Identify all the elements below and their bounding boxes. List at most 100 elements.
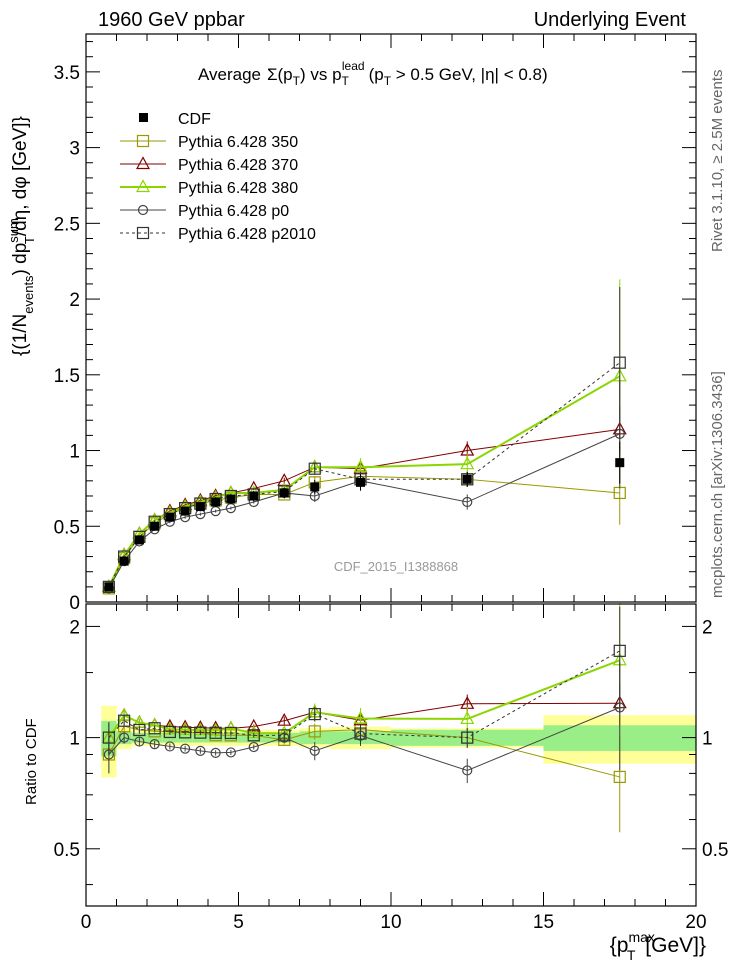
ratio-point-pythia-6-428-p0 xyxy=(225,747,236,758)
y-tick-label: 1 xyxy=(69,442,80,463)
ratio-stat-band xyxy=(147,732,163,743)
ratio-stat-band xyxy=(208,732,224,743)
data-point-pythia-6-428-380 xyxy=(353,459,368,473)
ratio-point-pythia-6-428-p2010 xyxy=(209,726,222,739)
ratio-stat-band xyxy=(223,732,239,743)
y-tick-label: 0.5 xyxy=(54,517,80,538)
ratio-point-pythia-6-428-p0 xyxy=(134,736,145,747)
cdf-data-point xyxy=(134,535,144,545)
ratio-plot-series xyxy=(101,602,627,833)
cdf-data-point xyxy=(180,506,190,516)
ratio-point-pythia-6-428-p2010 xyxy=(278,729,291,742)
ratio-point-pythia-6-428-p2010 xyxy=(133,723,146,737)
axes: 0 5 10 15 20 0 0.5 1 1.5 2 2.5 3 3.5 0.5 0.5 1 1 2 2 xyxy=(54,34,728,933)
ratio-y-tick-label-right: 0.5 xyxy=(702,840,728,861)
legend-marker-pythia-6-428-p2010 xyxy=(136,226,150,240)
ratio-y-axis-label: Ratio to CDF xyxy=(23,718,40,805)
ratio-point-pythia-6-428-p0 xyxy=(180,743,191,754)
legend-label-pythia-6-428-380: Pythia 6.428 380 xyxy=(178,180,298,197)
legend-marker-pythia-6-428-380 xyxy=(135,179,151,193)
legend-label-pythia-6-428-p0: Pythia 6.428 p0 xyxy=(178,203,289,220)
header-right: Underlying Event xyxy=(534,9,687,31)
x-tick-label: 0 xyxy=(81,912,92,933)
ratio-point-pythia-6-428-p2010 xyxy=(118,714,131,727)
ratio-point-pythia-6-428-p2010 xyxy=(224,726,237,740)
ratio-y-tick-label: 2 xyxy=(69,617,80,638)
ratio-point-pythia-6-428-p2010 xyxy=(354,727,367,740)
header-left: 1960 GeV ppbar xyxy=(98,9,245,31)
legend-label-pythia-6-428-370: Pythia 6.428 370 xyxy=(178,157,298,174)
cdf-data-point xyxy=(226,494,236,504)
ratio-point-pythia-6-428-380 xyxy=(353,710,368,724)
mcplots-label: mcplots.cern.ch [arXiv:1306.3436] xyxy=(709,371,726,598)
ratio-point-pythia-6-428-p0 xyxy=(462,765,473,776)
ratio-point-pythia-6-428-350 xyxy=(613,770,626,784)
y-tick-label: 1.5 xyxy=(54,366,80,387)
ratio-y-tick-label: 1 xyxy=(69,729,80,750)
data-point-pythia-6-428-p2010 xyxy=(102,580,115,593)
y-tick-label: 3 xyxy=(69,139,80,160)
cdf-data-point xyxy=(249,491,259,501)
data-point-pythia-6-428-p2010 xyxy=(613,356,626,369)
x-axis-label: {pmax T [GeV]} xyxy=(610,929,706,963)
cdf-data-point xyxy=(356,477,365,487)
ratio-point-pythia-6-428-p2010 xyxy=(461,731,474,744)
ratio-point-pythia-6-428-p2010 xyxy=(247,729,260,742)
legend-label-cdf: CDF xyxy=(178,111,211,128)
cdf-data-point xyxy=(119,556,129,566)
data-point-pythia-6-428-380 xyxy=(460,456,475,470)
ratio-point-pythia-6-428-p0 xyxy=(164,741,175,752)
ratio-point-pythia-6-428-350 xyxy=(308,725,321,738)
cdf-data-point xyxy=(462,474,472,484)
cdf-data-point xyxy=(310,482,320,492)
y-tick-label: 0 xyxy=(69,593,80,614)
legend-marker-pythia-6-428-350 xyxy=(136,134,150,148)
data-point-pythia-6-428-370 xyxy=(277,473,292,486)
ratio-point-pythia-6-428-p2010 xyxy=(163,725,176,739)
ratio-point-pythia-6-428-p0 xyxy=(119,732,130,743)
legend-label-pythia-6-428-p2010: Pythia 6.428 p2010 xyxy=(178,226,316,243)
cdf-data-point xyxy=(279,488,289,498)
cdf-data-point xyxy=(104,582,114,592)
ratio-error-bands xyxy=(101,705,696,778)
ratio-point-pythia-6-428-370 xyxy=(277,712,292,726)
legend-label-pythia-6-428-350: Pythia 6.428 350 xyxy=(178,134,298,151)
ratio-point-pythia-6-428-p0 xyxy=(149,739,160,750)
x-tick-label: 20 xyxy=(685,912,706,933)
ratio-point-pythia-6-428-380 xyxy=(460,711,475,725)
ratio-point-pythia-6-428-p2010 xyxy=(194,726,207,739)
ratio-point-pythia-6-428-p2010 xyxy=(102,731,115,744)
ratio-point-pythia-6-428-p0 xyxy=(195,745,206,756)
ratio-point-pythia-6-428-p0 xyxy=(248,741,259,753)
ratio-point-pythia-6-428-p2010 xyxy=(308,707,321,721)
main-plot-frame xyxy=(85,33,697,603)
main-y-axis-label: {(1/Nevents) dpsumT/dη, dφ [GeV]} xyxy=(6,116,37,356)
legend-marker-pythia-6-428-370 xyxy=(135,156,151,170)
main-plot-series xyxy=(101,279,627,595)
x-tick-label: 10 xyxy=(380,912,401,933)
ratio-point-pythia-6-428-p2010 xyxy=(148,722,161,735)
cdf-data-point xyxy=(150,521,160,531)
cdf-data-point xyxy=(211,497,221,507)
ratio-y-tick-label: 0.5 xyxy=(54,840,80,861)
y-tick-label: 3.5 xyxy=(54,63,80,84)
series-line-pythia-6-428-p2010 xyxy=(108,362,621,588)
legend-marker-cdf xyxy=(139,113,148,122)
ratio-y-tick-label-right: 2 xyxy=(702,617,713,638)
legend: CDF Pythia 6.428 350 Pythia 6.428 370 Pythi… xyxy=(120,111,316,243)
ratio-point-pythia-6-428-p0 xyxy=(210,747,221,758)
x-tick-label: 5 xyxy=(233,912,244,933)
cdf-data-point xyxy=(615,458,625,468)
y-tick-label: 2.5 xyxy=(54,214,80,235)
y-tick-label: 2 xyxy=(69,290,80,311)
ratio-plot-frame xyxy=(85,603,697,907)
x-tick-label: 15 xyxy=(533,912,554,933)
ratio-point-pythia-6-428-p2010 xyxy=(613,644,626,657)
ratio-point-pythia-6-428-p2010 xyxy=(179,726,192,739)
ratio-y-tick-label-right: 1 xyxy=(702,729,713,750)
rivet-label: Rivet 3.1.10, ≥ 2.5M events xyxy=(709,70,726,253)
cdf-data-point xyxy=(195,502,205,512)
ratio-point-pythia-6-428-p0 xyxy=(309,745,320,756)
plot-title: Average Σ(pT) vs pTlead (pT > 0.5 GeV, |η|… xyxy=(198,59,548,88)
